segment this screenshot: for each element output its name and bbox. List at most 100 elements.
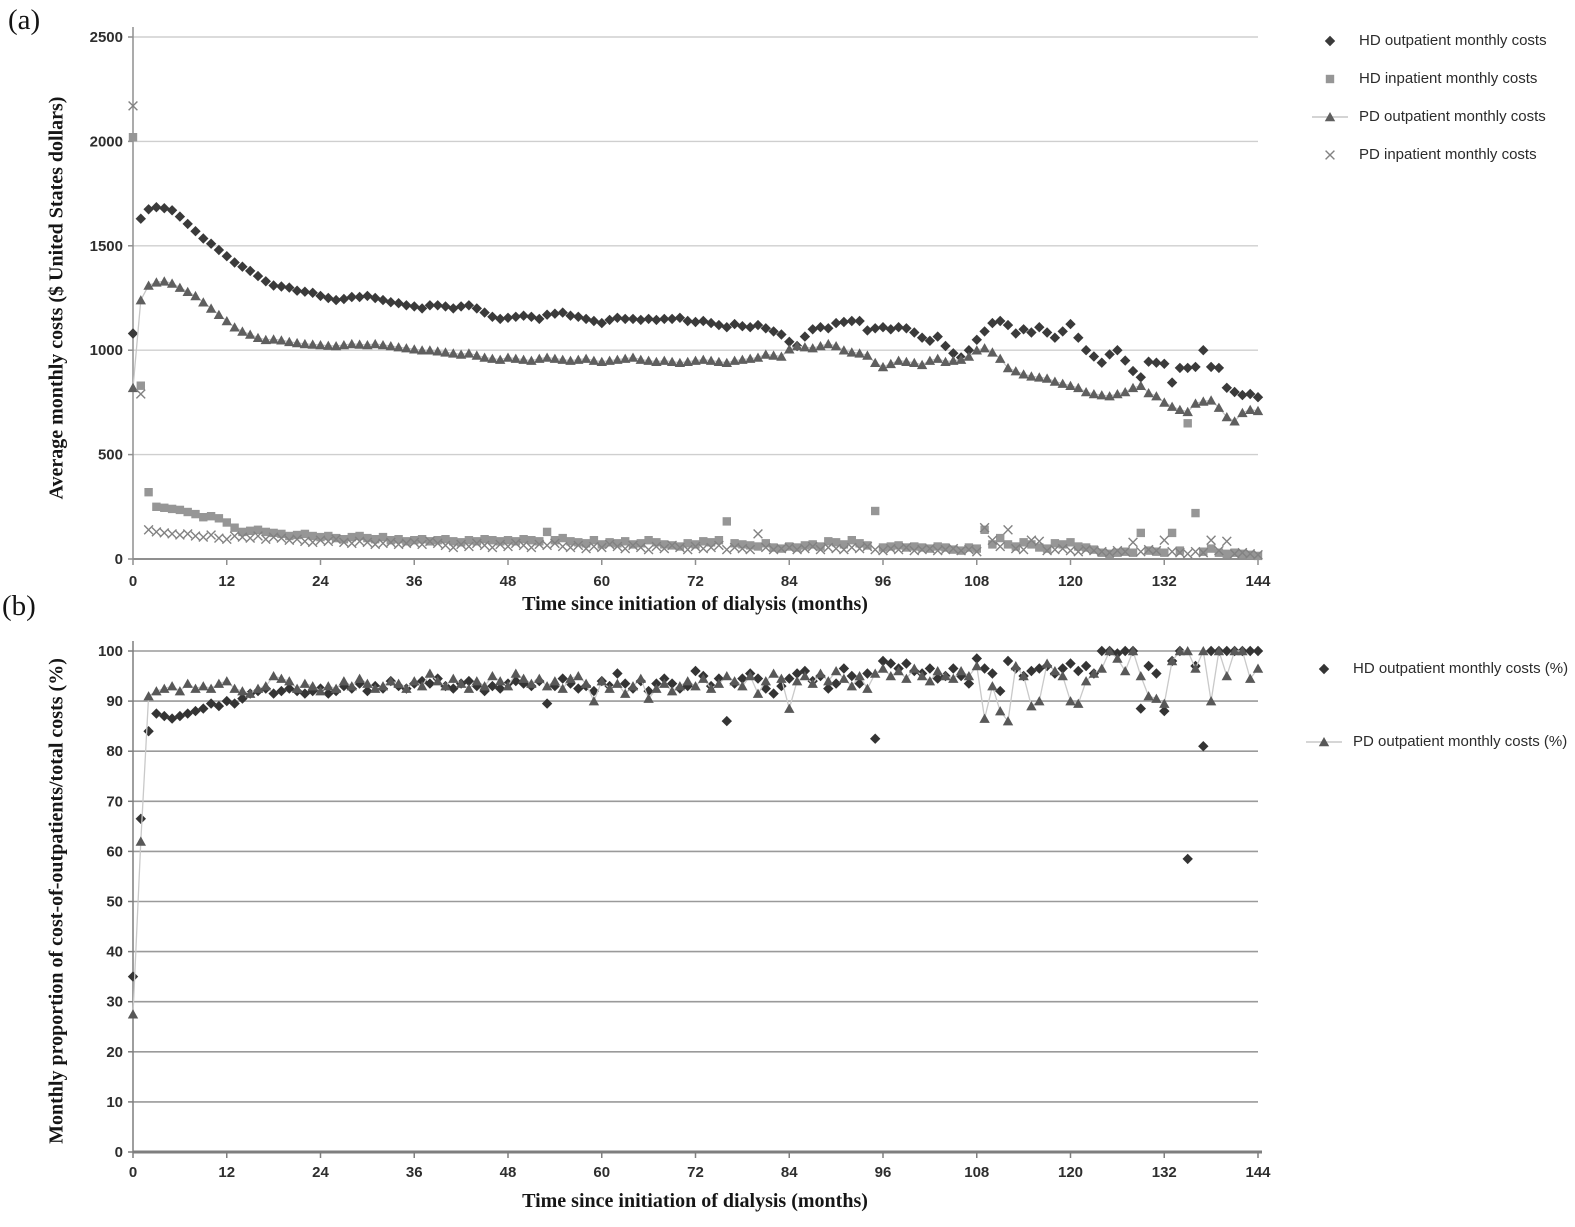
marker-hd-inpatient <box>214 514 224 523</box>
marker-hd-inpatient <box>316 532 325 542</box>
marker-hd-inpatient <box>792 543 802 552</box>
marker-hd-inpatient <box>839 540 849 549</box>
marker-hd-outpatient <box>463 300 475 311</box>
marker-pd-inpatient <box>823 542 834 553</box>
marker-hd-outpatient-pct <box>1205 645 1217 657</box>
marker-pd-outpatient <box>416 345 428 355</box>
marker-pd-outpatient <box>377 340 389 350</box>
marker-pd-outpatient <box>135 295 146 305</box>
marker-pd-outpatient-pct <box>1151 693 1162 703</box>
marker-pd-outpatient <box>260 334 271 345</box>
marker-pd-outpatient <box>1159 397 1170 407</box>
marker-hd-outpatient-pct <box>573 683 584 694</box>
marker-pd-inpatient <box>776 543 787 554</box>
marker-pd-outpatient-pct <box>455 678 467 688</box>
marker-hd-outpatient <box>737 321 748 332</box>
marker-hd-outpatient-pct <box>213 700 225 712</box>
marker-hd-outpatient <box>1073 332 1084 343</box>
marker-hd-outpatient <box>799 331 811 342</box>
marker-hd-outpatient <box>870 323 881 334</box>
marker-pd-inpatient <box>307 537 318 548</box>
marker-pd-outpatient <box>651 356 662 366</box>
marker-hd-inpatient <box>972 544 981 553</box>
marker-pd-inpatient <box>487 542 498 553</box>
marker-hd-outpatient-pct <box>229 698 240 709</box>
marker-pd-inpatient <box>690 541 701 552</box>
marker-pd-outpatient <box>737 354 748 364</box>
marker-pd-inpatient <box>1112 545 1123 556</box>
marker-hd-inpatient <box>738 540 747 549</box>
marker-hd-outpatient <box>198 233 209 244</box>
marker-pd-outpatient-pct <box>674 681 686 691</box>
marker-pd-inpatient <box>995 541 1006 552</box>
x-tick-label: 84 <box>781 1164 798 1181</box>
marker-pd-inpatient <box>831 543 841 554</box>
marker-pd-inpatient <box>284 535 295 546</box>
marker-pd-outpatient-pct <box>479 681 490 691</box>
marker-hd-inpatient <box>1253 551 1263 561</box>
marker-pd-outpatient <box>159 276 170 286</box>
marker-hd-outpatient-pct <box>135 813 146 824</box>
marker-hd-inpatient <box>714 536 724 545</box>
marker-hd-outpatient <box>315 290 326 302</box>
marker-hd-inpatient <box>1136 528 1145 538</box>
marker-pd-inpatient <box>854 543 865 554</box>
marker-hd-outpatient <box>1166 377 1178 388</box>
marker-pd-outpatient <box>705 355 717 365</box>
marker-pd-outpatient <box>1034 372 1045 382</box>
marker-pd-outpatient <box>362 340 373 350</box>
marker-hd-outpatient <box>346 291 357 303</box>
marker-pd-outpatient-pct <box>612 678 623 688</box>
marker-pd-outpatient <box>534 353 545 363</box>
marker-hd-outpatient <box>487 311 498 322</box>
marker-hd-outpatient-pct <box>760 683 771 694</box>
marker-pd-outpatient <box>237 326 248 336</box>
marker-pd-outpatient <box>1190 398 1201 408</box>
marker-pd-outpatient-pct <box>393 678 404 688</box>
marker-pd-outpatient-pct <box>299 678 311 688</box>
marker-pd-inpatient <box>714 540 724 551</box>
marker-pd-inpatient <box>1325 149 1335 160</box>
marker-hd-outpatient-pct <box>1221 645 1232 657</box>
marker-hd-outpatient <box>1104 349 1115 360</box>
marker-pd-inpatient <box>925 543 935 554</box>
y-tick-label: 10 <box>106 1094 123 1111</box>
marker-pd-outpatient <box>1112 389 1123 399</box>
marker-pd-outpatient <box>1221 412 1232 422</box>
marker-hd-inpatient <box>636 539 645 548</box>
marker-hd-outpatient-pct <box>870 733 881 744</box>
marker-pd-outpatient <box>252 332 264 342</box>
marker-pd-outpatient <box>323 340 334 350</box>
marker-hd-outpatient <box>776 329 787 340</box>
marker-hd-outpatient-pct <box>424 678 436 689</box>
marker-pd-outpatient-pct <box>924 676 936 686</box>
marker-pd-inpatient <box>1221 536 1232 547</box>
x-tick-label: 72 <box>687 573 704 590</box>
marker-hd-outpatient <box>885 324 896 335</box>
marker-hd-outpatient <box>159 203 170 214</box>
marker-hd-inpatient <box>402 537 411 546</box>
marker-pd-inpatient <box>370 539 381 550</box>
x-tick-label: 96 <box>875 573 892 590</box>
marker-pd-outpatient-pct <box>354 673 365 683</box>
marker-pd-outpatient-pct <box>1182 646 1193 656</box>
marker-pd-outpatient <box>190 290 201 301</box>
y-tick-label: 20 <box>106 1044 123 1061</box>
marker-pd-outpatient-pct <box>1205 696 1217 706</box>
marker-hd-outpatient <box>690 316 701 328</box>
marker-hd-outpatient <box>971 334 982 345</box>
marker-pd-outpatient-pct <box>745 671 756 681</box>
marker-pd-outpatient <box>229 322 240 332</box>
marker-hd-inpatient <box>1027 540 1036 549</box>
marker-hd-outpatient <box>1088 351 1100 362</box>
y-tick-label: 50 <box>106 894 123 911</box>
marker-pd-outpatient-pct <box>557 683 568 693</box>
marker-hd-inpatient <box>261 527 270 537</box>
marker-hd-outpatient-pct <box>877 655 889 667</box>
legend-item-hd-outpatient-pct: HD outpatient monthly costs (%) <box>1306 660 1568 677</box>
marker-pd-outpatient <box>799 342 811 352</box>
marker-hd-outpatient <box>299 286 311 297</box>
marker-pd-outpatient-pct <box>651 683 662 693</box>
x-tick-label: 84 <box>781 573 798 590</box>
